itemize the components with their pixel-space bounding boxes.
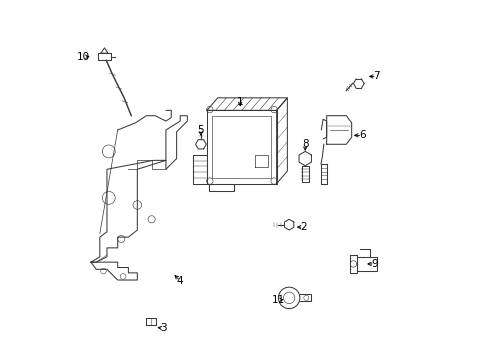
Text: 5: 5 xyxy=(197,125,204,135)
Text: 8: 8 xyxy=(301,139,308,149)
Text: 9: 9 xyxy=(371,259,377,269)
Text: 11: 11 xyxy=(271,295,285,305)
Text: 3: 3 xyxy=(160,323,166,333)
Text: 4: 4 xyxy=(177,276,183,286)
Text: 10: 10 xyxy=(77,52,90,62)
Text: 2: 2 xyxy=(300,222,306,232)
Text: 6: 6 xyxy=(358,130,365,140)
Text: 1: 1 xyxy=(236,97,243,107)
Text: 7: 7 xyxy=(373,71,379,81)
